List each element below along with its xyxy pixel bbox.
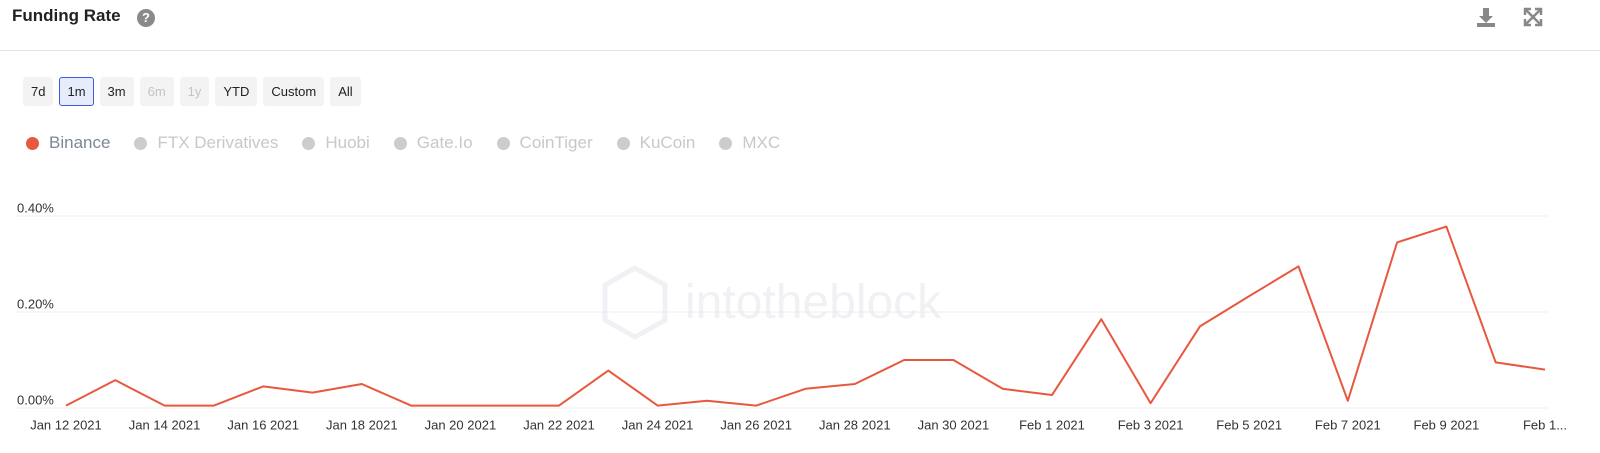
- x-tick-label: Jan 24 2021: [622, 417, 694, 432]
- legend-dot: [719, 136, 733, 150]
- divider: [0, 50, 1600, 51]
- x-tick-label: Jan 16 2021: [227, 417, 299, 432]
- legend-label: FTX Derivatives: [157, 133, 279, 152]
- x-tick-label: Feb 1 2021: [1019, 417, 1085, 432]
- x-tick-label: Jan 28 2021: [819, 417, 891, 432]
- legend-dot: [616, 136, 630, 150]
- legend-label: Huobi: [325, 133, 370, 152]
- legend-dot: [496, 136, 510, 150]
- legend-item[interactable]: CoinTiger: [496, 132, 593, 154]
- legend-item[interactable]: FTX Derivatives: [134, 132, 278, 154]
- title: Funding Rate: [12, 6, 121, 25]
- toolbar-icons: [1477, 7, 1543, 27]
- x-tick-label: Feb 9 2021: [1414, 417, 1480, 432]
- x-tick-label: Feb 3 2021: [1118, 417, 1184, 432]
- watermark-text: intotheblock: [685, 276, 942, 329]
- legend-label: MXC: [742, 133, 781, 152]
- help-icon[interactable]: ?: [137, 9, 155, 27]
- legend-label: CoinTiger: [519, 133, 593, 152]
- watermark: intotheblock: [602, 265, 942, 340]
- x-tick-label: Jan 26 2021: [720, 417, 792, 432]
- download-icon[interactable]: [1477, 8, 1495, 27]
- legend-label: KuCoin: [639, 133, 696, 152]
- x-tick-label: Feb 7 2021: [1315, 417, 1381, 432]
- legend-item[interactable]: Binance: [26, 132, 110, 154]
- data-line: [65, 225, 1546, 407]
- legend-dot: [302, 136, 316, 150]
- legend-item[interactable]: MXC: [719, 132, 780, 154]
- range-button: 1y: [179, 77, 210, 106]
- legend-dot: [26, 136, 39, 150]
- x-tick-label: Jan 20 2021: [425, 417, 497, 432]
- range-buttons: 7d 1m 3m 6m 1y YTD Custom All: [23, 77, 361, 106]
- range-button[interactable]: Custom: [263, 77, 325, 106]
- legend-label: Gate.Io: [416, 133, 473, 152]
- range-button: 6m: [139, 77, 174, 106]
- legend-item[interactable]: KuCoin: [616, 132, 696, 154]
- fullscreen-icon[interactable]: [1523, 7, 1543, 27]
- legend-dot: [134, 136, 148, 150]
- x-tick-label: Jan 30 2021: [918, 417, 990, 432]
- range-button[interactable]: YTD: [215, 77, 258, 106]
- x-tick-label: Jan 22 2021: [523, 417, 595, 432]
- range-button[interactable]: All: [330, 77, 361, 106]
- range-button[interactable]: 3m: [99, 77, 134, 106]
- x-tick-label: Jan 18 2021: [326, 417, 398, 432]
- watermark-logo: [602, 265, 668, 340]
- y-tick-label: 0.20%: [17, 296, 54, 311]
- legend-label: Binance: [49, 133, 111, 152]
- x-tick-label: Feb 5 2021: [1216, 417, 1282, 432]
- x-tick-label: Jan 12 2021: [30, 417, 102, 432]
- y-tick-label: 0.40%: [17, 200, 54, 215]
- legend-item[interactable]: Gate.Io: [393, 132, 473, 154]
- y-tick-label: 0.00%: [17, 392, 54, 407]
- legend-dot: [393, 136, 407, 150]
- range-button[interactable]: 7d: [23, 77, 54, 106]
- range-button[interactable]: 1m: [59, 77, 94, 106]
- x-tick-label: Jan 14 2021: [129, 417, 201, 432]
- legend-item[interactable]: Huobi: [302, 132, 370, 154]
- x-tick-label: Feb 1...: [1523, 417, 1567, 432]
- legend: Binance FTX Derivatives Huobi Gate.Io CoinTi…: [26, 132, 780, 154]
